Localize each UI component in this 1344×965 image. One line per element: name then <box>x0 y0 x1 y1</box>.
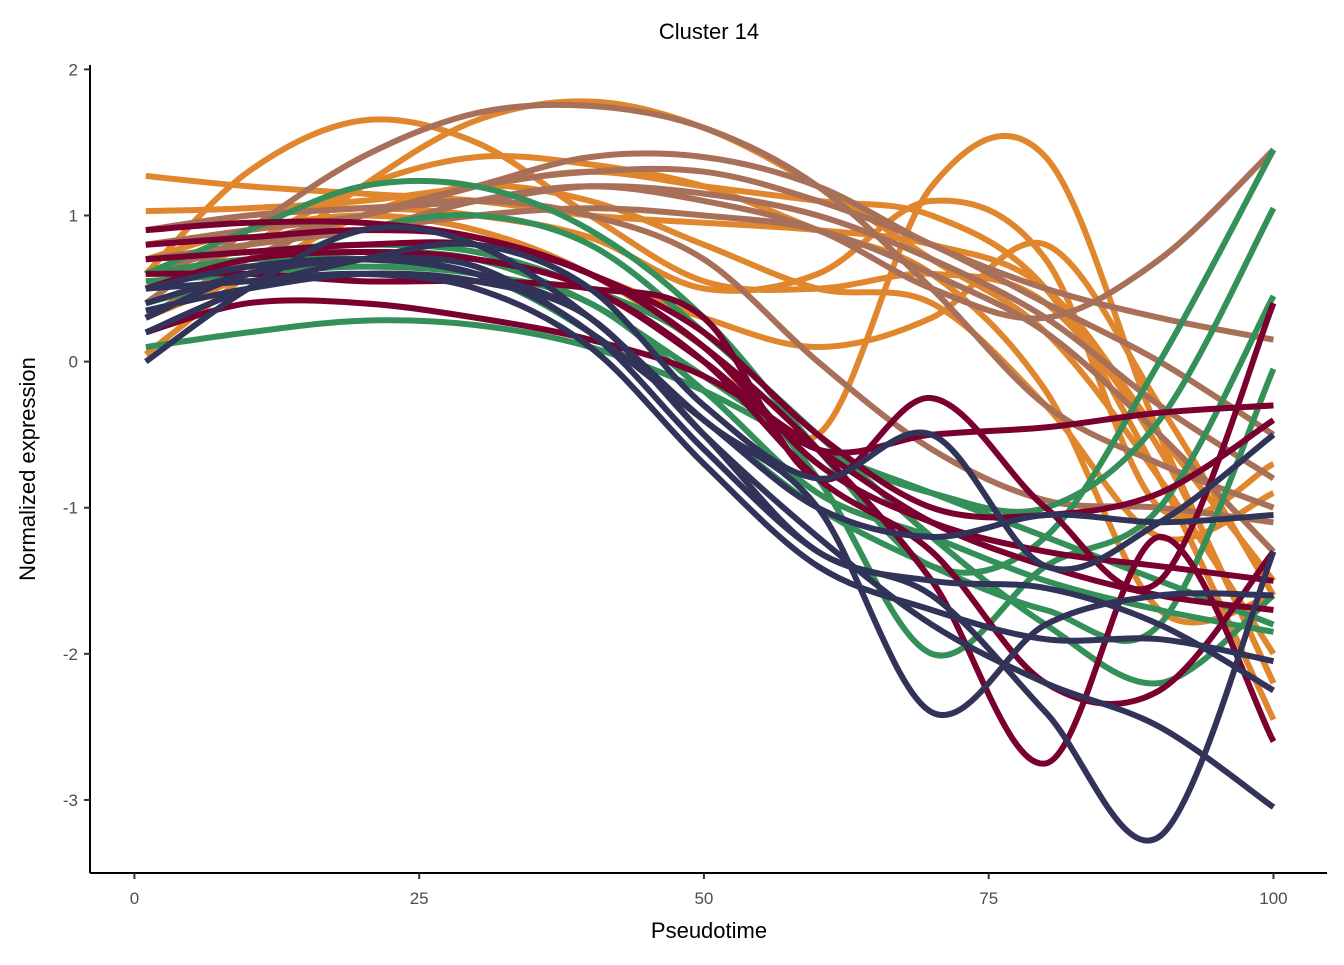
series-line-group1-2 <box>143 116 1277 685</box>
y-tick-label: -1 <box>63 499 78 518</box>
series-line-group1-9 <box>144 182 1275 543</box>
series-line-group4-7 <box>145 227 1276 521</box>
x-tick-label: 25 <box>410 889 429 908</box>
series-line-group1-5 <box>145 168 1277 721</box>
chart-title: Cluster 14 <box>659 19 759 44</box>
series-line-group2-1 <box>144 101 1275 511</box>
series-line-group4-4 <box>145 239 1277 767</box>
y-tick-label: 0 <box>69 353 78 372</box>
x-tick-label: 50 <box>694 889 713 908</box>
y-tick-label: 2 <box>69 60 78 79</box>
series-line-group5-5 <box>144 254 1274 540</box>
x-tick-label: 0 <box>130 889 139 908</box>
x-tick-label: 100 <box>1259 889 1287 908</box>
y-tick-label: 1 <box>69 206 78 225</box>
y-ticks: 2 1 0 -1 -2 -3 <box>63 60 90 810</box>
y-axis-label: Normalized expression <box>15 357 40 581</box>
y-tick-label: -2 <box>63 645 78 664</box>
series-lines <box>143 98 1277 844</box>
series-line-group5-3 <box>145 256 1277 844</box>
x-axis-label: Pseudotime <box>651 918 767 943</box>
x-ticks: 0 25 50 75 100 <box>130 873 1288 908</box>
x-tick-label: 75 <box>979 889 998 908</box>
y-tick-label: -3 <box>63 791 78 810</box>
series-line-group2-5 <box>145 183 1276 482</box>
series-line-group4-1 <box>144 297 1274 613</box>
series-line-group5-2 <box>144 256 1276 810</box>
series-line-group3-2 <box>144 148 1277 576</box>
series-line-group5-7 <box>145 270 1275 665</box>
